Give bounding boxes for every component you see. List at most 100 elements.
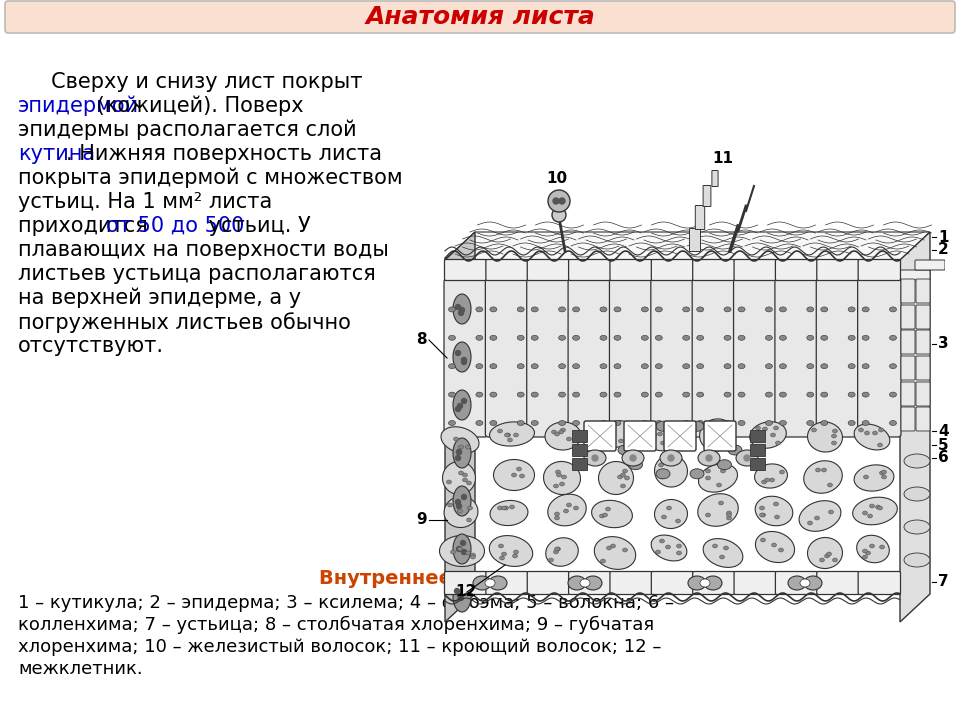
Ellipse shape (774, 426, 779, 430)
Ellipse shape (453, 534, 471, 564)
FancyBboxPatch shape (444, 259, 487, 281)
Ellipse shape (510, 505, 515, 509)
FancyBboxPatch shape (916, 382, 930, 406)
Ellipse shape (555, 516, 560, 520)
Ellipse shape (531, 364, 539, 369)
Text: плавающих на поверхности воды: плавающих на поверхности воды (18, 240, 389, 260)
Circle shape (553, 198, 559, 204)
Ellipse shape (774, 502, 779, 506)
Ellipse shape (724, 307, 732, 312)
Ellipse shape (614, 336, 621, 341)
Ellipse shape (848, 364, 855, 369)
Text: 5: 5 (938, 438, 948, 452)
Ellipse shape (559, 392, 565, 397)
Ellipse shape (668, 436, 674, 440)
Ellipse shape (736, 450, 758, 466)
FancyBboxPatch shape (651, 259, 694, 281)
Ellipse shape (717, 431, 732, 441)
Ellipse shape (699, 464, 737, 492)
Ellipse shape (865, 431, 870, 435)
Circle shape (454, 588, 460, 593)
Ellipse shape (516, 467, 521, 471)
Ellipse shape (545, 422, 581, 450)
Ellipse shape (738, 336, 745, 341)
FancyBboxPatch shape (572, 444, 587, 456)
FancyBboxPatch shape (776, 259, 818, 281)
Ellipse shape (548, 558, 554, 562)
Ellipse shape (879, 545, 884, 549)
FancyBboxPatch shape (901, 382, 915, 406)
Text: Сверху и снизу лист покрыт: Сверху и снизу лист покрыт (18, 72, 370, 92)
Circle shape (462, 495, 467, 500)
Text: устьиц. У: устьиц. У (202, 216, 311, 236)
Ellipse shape (655, 455, 687, 487)
Ellipse shape (517, 364, 524, 369)
Ellipse shape (517, 392, 524, 397)
Ellipse shape (879, 471, 884, 475)
Ellipse shape (490, 422, 535, 446)
Text: 12: 12 (455, 585, 476, 600)
Ellipse shape (762, 427, 767, 431)
Ellipse shape (600, 420, 607, 426)
Ellipse shape (724, 420, 732, 426)
Ellipse shape (862, 511, 868, 515)
Ellipse shape (453, 486, 471, 516)
Ellipse shape (870, 504, 875, 508)
Ellipse shape (825, 554, 829, 558)
Ellipse shape (866, 551, 871, 555)
FancyBboxPatch shape (734, 572, 777, 595)
Ellipse shape (904, 520, 930, 534)
Ellipse shape (676, 519, 681, 523)
Ellipse shape (779, 548, 783, 552)
Ellipse shape (690, 421, 704, 431)
Ellipse shape (814, 516, 820, 520)
Ellipse shape (878, 428, 883, 432)
Ellipse shape (703, 539, 743, 567)
Ellipse shape (765, 307, 773, 312)
Ellipse shape (821, 336, 828, 341)
Circle shape (461, 541, 466, 546)
Polygon shape (445, 232, 475, 622)
Ellipse shape (738, 364, 745, 369)
Ellipse shape (564, 509, 568, 513)
Ellipse shape (761, 480, 766, 484)
Ellipse shape (560, 482, 564, 486)
FancyBboxPatch shape (817, 572, 859, 595)
Ellipse shape (831, 441, 836, 445)
Ellipse shape (683, 420, 689, 426)
Ellipse shape (490, 336, 497, 341)
Ellipse shape (811, 428, 817, 432)
Ellipse shape (617, 475, 622, 479)
Ellipse shape (821, 420, 828, 426)
Ellipse shape (641, 336, 648, 341)
Circle shape (460, 307, 465, 312)
Ellipse shape (490, 420, 497, 426)
Ellipse shape (531, 392, 539, 397)
FancyBboxPatch shape (775, 279, 818, 437)
Ellipse shape (600, 307, 607, 312)
Ellipse shape (651, 535, 686, 561)
Ellipse shape (599, 514, 605, 518)
Text: 2: 2 (938, 243, 948, 258)
Ellipse shape (668, 437, 674, 441)
Ellipse shape (904, 553, 930, 567)
Ellipse shape (453, 294, 471, 324)
Ellipse shape (772, 543, 777, 547)
Ellipse shape (572, 392, 580, 397)
FancyBboxPatch shape (858, 572, 900, 595)
Ellipse shape (690, 469, 704, 479)
FancyBboxPatch shape (486, 572, 528, 595)
Ellipse shape (848, 420, 855, 426)
Ellipse shape (656, 336, 662, 341)
Circle shape (552, 208, 566, 222)
Ellipse shape (490, 307, 497, 312)
Ellipse shape (531, 420, 539, 426)
Ellipse shape (656, 420, 662, 426)
Ellipse shape (764, 478, 770, 482)
Ellipse shape (660, 450, 682, 466)
Ellipse shape (559, 364, 565, 369)
Ellipse shape (489, 576, 507, 590)
Ellipse shape (728, 445, 742, 455)
Ellipse shape (904, 487, 930, 501)
Ellipse shape (656, 364, 662, 369)
